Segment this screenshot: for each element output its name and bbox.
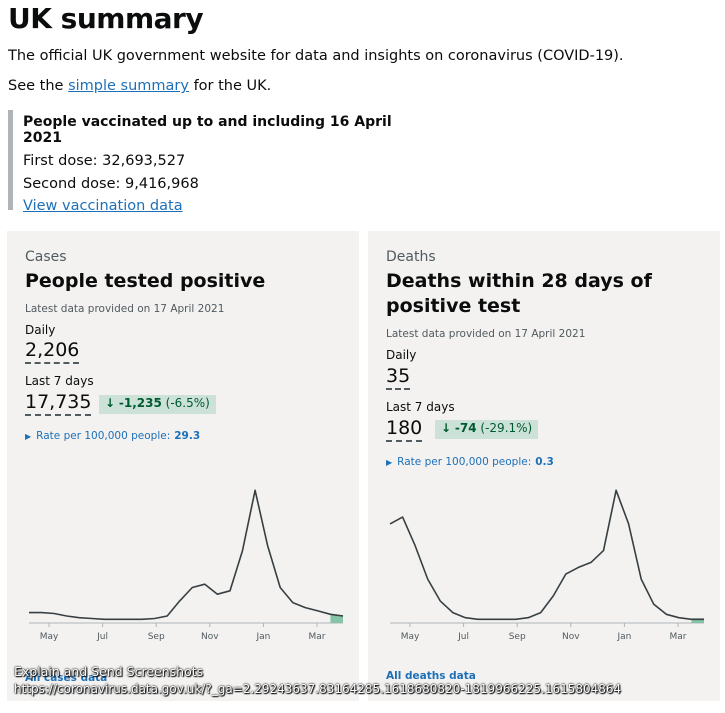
x-tick-label: Sep bbox=[509, 632, 526, 642]
daily-label: Daily bbox=[25, 323, 56, 337]
first-dose: First dose: 32,693,527 bbox=[23, 153, 186, 169]
daily-label: Daily bbox=[386, 348, 417, 362]
deaths-card: Deaths Deaths within 28 days of positive… bbox=[368, 231, 720, 701]
change-value: -1,235 bbox=[118, 396, 162, 410]
all-cases-link[interactable]: All cases data bbox=[25, 672, 108, 684]
x-tick-label: Jul bbox=[96, 632, 108, 642]
latest-data-note: Latest data provided on 17 April 2021 bbox=[386, 328, 586, 340]
x-tick-label: Jan bbox=[255, 632, 270, 642]
vaccination-title: People vaccinated up to and including 16… bbox=[23, 114, 392, 146]
deaths-line-chart: May Jul Sep Nov Jan Mar bbox=[389, 489, 705, 642]
card-heading[interactable]: Deaths within 28 days of positive test bbox=[386, 270, 652, 317]
daily-value[interactable]: 35 bbox=[386, 365, 411, 390]
rate-value: 0.3 bbox=[535, 456, 554, 468]
cases-line-chart: May Jul Sep Nov Jan Mar bbox=[28, 489, 344, 642]
x-tick-label: Nov bbox=[201, 632, 219, 642]
rate-label: Rate per 100,000 people: bbox=[36, 430, 171, 442]
simple-summary-link[interactable]: simple summary bbox=[68, 78, 189, 94]
week-value[interactable]: 180 bbox=[386, 417, 423, 442]
series-line bbox=[389, 489, 704, 621]
down-arrow-icon: ↓ bbox=[441, 421, 452, 435]
expand-triangle-icon: ▶ bbox=[386, 458, 393, 467]
rate-label: Rate per 100,000 people: bbox=[397, 456, 532, 468]
see-suffix: for the UK. bbox=[193, 78, 272, 94]
change-percent: (-29.1%) bbox=[480, 421, 533, 435]
x-tick-label: Mar bbox=[309, 632, 326, 642]
card-heading[interactable]: People tested positive bbox=[25, 270, 266, 292]
cases-chart[interactable]: May Jul Sep Nov Jan Mar bbox=[17, 481, 349, 651]
see-prefix: See the bbox=[8, 78, 64, 94]
vaccination-panel: People vaccinated up to and including 16… bbox=[8, 110, 428, 214]
see-line: See the simple summary for the UK. bbox=[8, 78, 271, 94]
rate-value: 29.3 bbox=[174, 430, 201, 442]
expand-triangle-icon: ▶ bbox=[25, 432, 32, 441]
all-deaths-link[interactable]: All deaths data bbox=[386, 670, 476, 682]
x-tick-label: May bbox=[40, 632, 59, 642]
series-line bbox=[29, 489, 344, 621]
change-value: -74 bbox=[454, 421, 477, 435]
last-week-highlight bbox=[691, 618, 704, 623]
x-tick-label: Jan bbox=[616, 632, 631, 642]
x-tick-label: Sep bbox=[148, 632, 165, 642]
x-tick-label: Jul bbox=[457, 632, 469, 642]
vaccination-data-link[interactable]: View vaccination data bbox=[23, 198, 183, 214]
card-category: Cases bbox=[25, 249, 67, 265]
change-badge: ↓ -74 (-29.1%) bbox=[435, 420, 539, 439]
change-badge: ↓ -1,235 (-6.5%) bbox=[99, 395, 216, 414]
week-label: Last 7 days bbox=[25, 374, 94, 388]
x-tick-label: Nov bbox=[562, 632, 580, 642]
overlay-caption: Explain and Send Screenshots bbox=[14, 664, 204, 679]
cases-card: Cases People tested positive Latest data… bbox=[7, 231, 359, 701]
latest-data-note: Latest data provided on 17 April 2021 bbox=[25, 303, 225, 315]
down-arrow-icon: ↓ bbox=[105, 396, 116, 410]
deaths-chart[interactable]: May Jul Sep Nov Jan Mar bbox=[378, 481, 710, 651]
page-title: UK summary bbox=[8, 2, 204, 35]
intro-text: The official UK government website for d… bbox=[8, 48, 624, 64]
rate-toggle[interactable]: ▶ Rate per 100,000 people: 0.3 bbox=[386, 456, 554, 468]
week-label: Last 7 days bbox=[386, 400, 455, 414]
last-week-highlight bbox=[330, 614, 343, 623]
overlay-url: https://coronavirus.data.gov.uk/?_ga=2.2… bbox=[14, 682, 622, 696]
second-dose: Second dose: 9,416,968 bbox=[23, 176, 199, 192]
card-category: Deaths bbox=[386, 249, 436, 265]
change-percent: (-6.5%) bbox=[165, 396, 210, 410]
x-tick-label: Mar bbox=[670, 632, 687, 642]
rate-toggle[interactable]: ▶ Rate per 100,000 people: 29.3 bbox=[25, 430, 200, 442]
x-tick-label: May bbox=[401, 632, 420, 642]
week-value[interactable]: 17,735 bbox=[25, 391, 92, 416]
daily-value[interactable]: 2,206 bbox=[25, 339, 80, 364]
